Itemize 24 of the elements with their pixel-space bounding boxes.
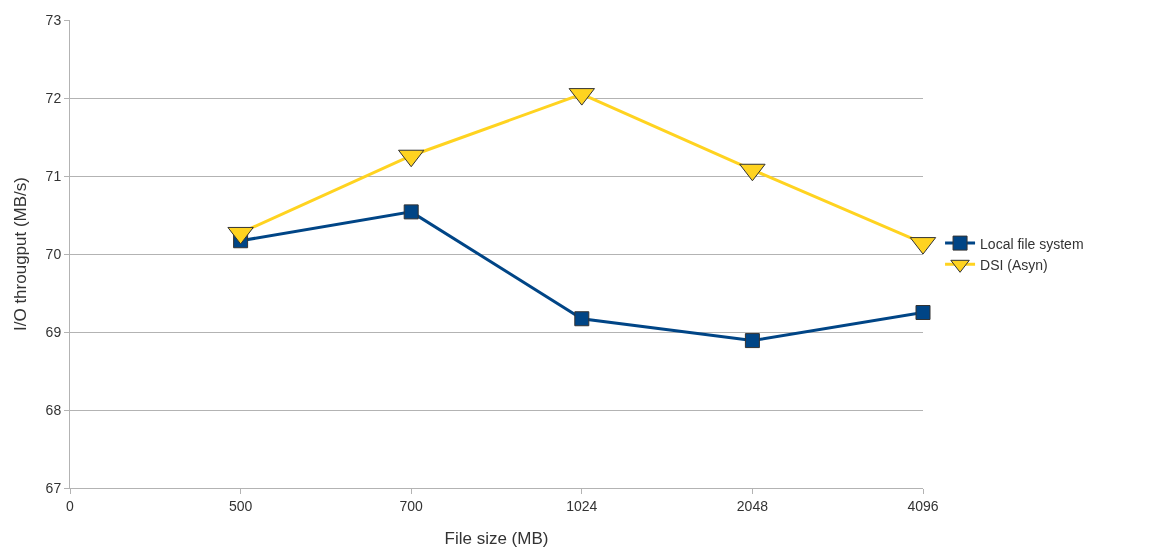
x-tick-label: 4096 [907, 497, 939, 514]
y-tick-label: 73 [45, 11, 62, 28]
point [739, 163, 766, 182]
x-tick-label: 1024 [566, 497, 598, 514]
x-tick-label: 700 [399, 497, 424, 514]
x-tick-label: 500 [228, 497, 253, 514]
y-tick-label: 68 [45, 401, 62, 418]
y-axis-title: I/O througput (MB/s) [11, 177, 30, 331]
x-tick-label: 2048 [736, 497, 769, 514]
y-tick-label: 71 [45, 167, 62, 184]
y-tick-label: 67 [45, 479, 62, 496]
legend-label: DSI (Asyn) [980, 256, 1048, 273]
point [398, 149, 425, 168]
y-tick-label: 69 [45, 323, 62, 340]
point [227, 226, 254, 245]
point [744, 333, 760, 349]
y-tick-label: 70 [45, 245, 62, 262]
x-axis-title: File size (MB) [444, 529, 549, 548]
y-tick-label: 72 [45, 89, 62, 106]
legend-label: Local file system [980, 235, 1084, 252]
x-tick-label: 0 [66, 497, 75, 514]
point [403, 204, 419, 220]
point [574, 311, 590, 327]
point [915, 305, 931, 320]
